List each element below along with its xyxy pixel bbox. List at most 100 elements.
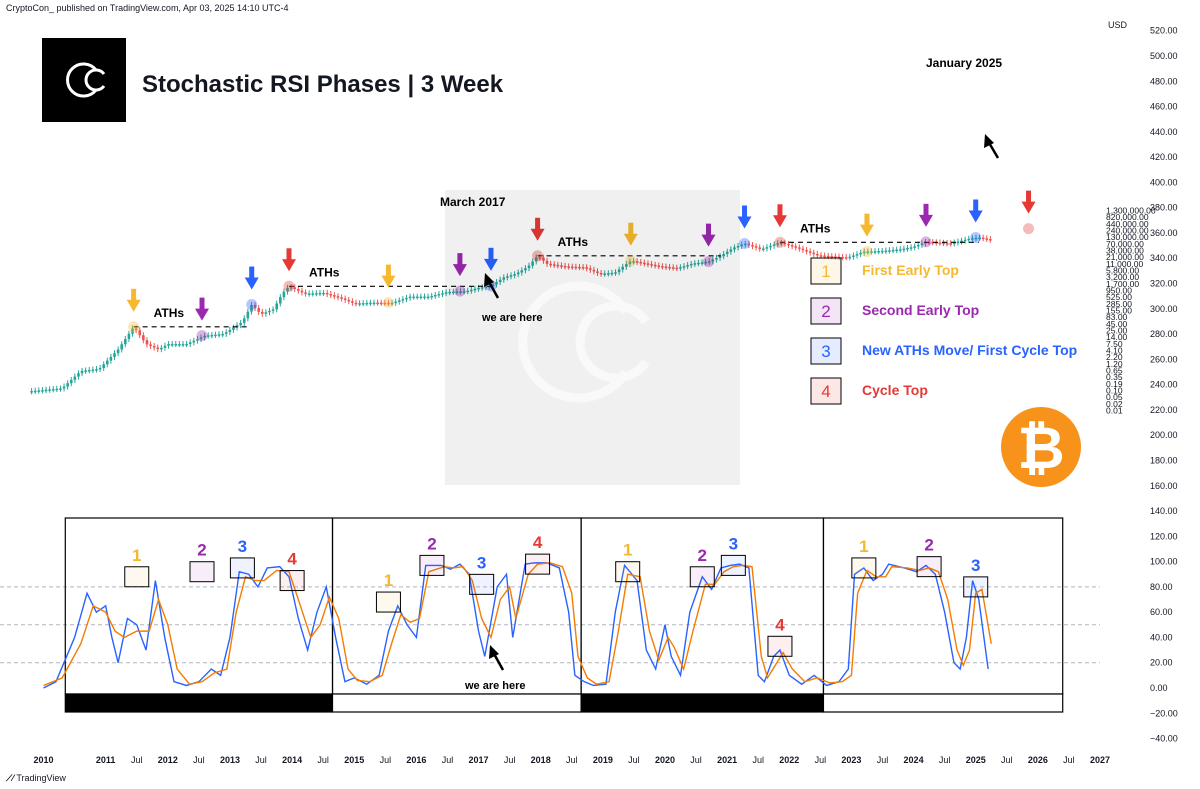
price-candle bbox=[452, 291, 455, 294]
x-axis-tick: Jul bbox=[193, 755, 205, 765]
price-candle bbox=[599, 272, 603, 275]
x-axis-tick: 2013 bbox=[220, 755, 240, 765]
right-axis-tick: 480.00 bbox=[1150, 76, 1178, 86]
price-candle bbox=[953, 242, 956, 245]
price-candle bbox=[671, 267, 675, 269]
x-axis-tick: 2014 bbox=[282, 755, 302, 765]
price-candle bbox=[217, 334, 221, 336]
price-candle bbox=[372, 302, 376, 305]
price-scale-tick: 950.00 bbox=[1106, 286, 1132, 296]
price-candle bbox=[513, 274, 516, 276]
price-candle bbox=[927, 242, 931, 244]
price-candle bbox=[906, 248, 909, 250]
phase-dot bbox=[454, 285, 466, 297]
price-candle bbox=[304, 292, 307, 294]
price-candle bbox=[639, 261, 643, 264]
price-candle bbox=[369, 302, 372, 305]
x-axis-tick: 2017 bbox=[469, 755, 489, 765]
price-candle bbox=[556, 264, 560, 267]
stoch-phase-box bbox=[375, 591, 401, 613]
price-scale-tick: 0.02 bbox=[1106, 399, 1123, 409]
stoch-phase-box bbox=[469, 573, 495, 595]
price-candle bbox=[855, 254, 859, 256]
stoch-phase-number: 2 bbox=[197, 541, 206, 560]
phase-arrow-icon bbox=[488, 247, 494, 260]
price-candle bbox=[956, 241, 960, 244]
price-candle bbox=[102, 364, 105, 369]
price-candle bbox=[174, 344, 178, 346]
price-scale-tick: 0.65 bbox=[1106, 366, 1123, 376]
right-axis-tick: 420.00 bbox=[1150, 152, 1178, 162]
price-candle bbox=[567, 266, 570, 268]
price-candle bbox=[160, 347, 163, 350]
price-candle bbox=[632, 261, 635, 263]
price-candle bbox=[66, 383, 69, 387]
price-candle bbox=[113, 353, 116, 357]
price-candle bbox=[239, 322, 242, 326]
price-candle bbox=[870, 251, 873, 253]
price-candle bbox=[275, 303, 279, 310]
price-candle bbox=[549, 263, 552, 266]
price-candle bbox=[109, 356, 113, 361]
price-candle bbox=[945, 242, 949, 245]
price-candle bbox=[913, 246, 916, 248]
price-candle bbox=[686, 265, 689, 267]
price-candle bbox=[394, 301, 397, 304]
phase-arrow-head-icon bbox=[126, 299, 141, 312]
price-candle bbox=[55, 388, 59, 391]
price-candle bbox=[765, 247, 769, 249]
right-axis-tick: 360.00 bbox=[1150, 228, 1178, 238]
price-candle bbox=[552, 264, 556, 266]
price-candle bbox=[524, 268, 527, 271]
price-candle bbox=[989, 239, 992, 241]
phase-arrow-head-icon bbox=[282, 259, 297, 272]
price-candle bbox=[985, 238, 989, 240]
price-candle bbox=[379, 302, 383, 305]
price-candle bbox=[69, 379, 73, 384]
legend-swatch bbox=[810, 337, 842, 365]
right-axis-tick: 100.00 bbox=[1150, 557, 1178, 567]
stoch-phase-box bbox=[525, 553, 551, 575]
price-candle bbox=[679, 267, 682, 269]
price-candle bbox=[693, 263, 697, 265]
price-candle bbox=[873, 251, 877, 253]
price-candle bbox=[347, 299, 351, 302]
cycle-bar bbox=[64, 693, 334, 713]
price-candle bbox=[77, 373, 80, 377]
price-candle bbox=[542, 257, 545, 261]
right-axis-tick: 400.00 bbox=[1150, 177, 1178, 187]
tradingview-footer: ⟋⁄ TradingView bbox=[6, 773, 66, 784]
price-candle bbox=[931, 242, 935, 244]
stoch-phase-number: 3 bbox=[729, 534, 738, 553]
price-candle bbox=[743, 243, 747, 246]
currency-label: USD bbox=[1108, 20, 1128, 30]
price-scale-tick: 525.00 bbox=[1106, 292, 1132, 302]
publish-header: CryptoCon_ published on TradingView.com,… bbox=[6, 3, 289, 13]
stoch-phase-number: 4 bbox=[287, 550, 297, 569]
price-candle bbox=[455, 291, 459, 294]
price-candle bbox=[736, 245, 740, 248]
price-candle bbox=[351, 301, 354, 303]
pointer-arrow-icon bbox=[984, 134, 1000, 159]
price-candle bbox=[707, 261, 711, 263]
price-candle bbox=[430, 295, 433, 298]
right-axis-tick: 460.00 bbox=[1150, 102, 1178, 112]
price-candle bbox=[891, 249, 895, 252]
price-candle bbox=[214, 334, 217, 337]
phase-arrow-head-icon bbox=[701, 234, 716, 247]
price-candle bbox=[444, 292, 448, 294]
phase-arrow-head-icon bbox=[483, 258, 498, 271]
price-candle bbox=[823, 255, 826, 258]
price-candle bbox=[62, 386, 66, 389]
right-axis-tick: 440.00 bbox=[1150, 127, 1178, 137]
cycle-bar bbox=[580, 693, 825, 713]
price-candle bbox=[286, 287, 289, 292]
price-candle bbox=[437, 294, 441, 296]
annotation-we-are-here-price: we are here bbox=[481, 312, 543, 324]
right-axis-tick: 340.00 bbox=[1150, 253, 1178, 263]
price-candle bbox=[318, 292, 322, 295]
price-candle bbox=[560, 265, 563, 267]
legend-label: Cycle Top bbox=[862, 382, 928, 398]
price-candle bbox=[607, 273, 610, 275]
